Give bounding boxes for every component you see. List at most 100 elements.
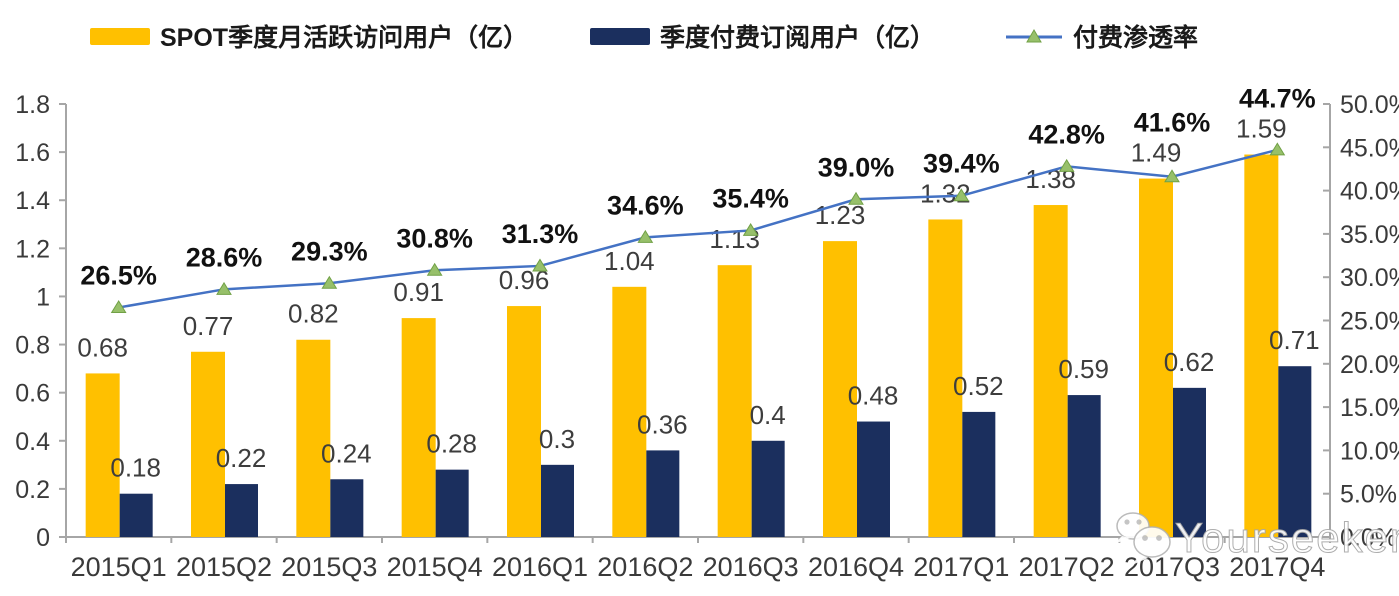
bar-mau-2017Q4 [1244, 154, 1279, 537]
bar-mau-2016Q1 [507, 306, 541, 537]
bar-subscribers-2017Q4 [1278, 366, 1312, 537]
mau-value-label: 0.82 [288, 299, 339, 329]
bar-subscribers-2016Q2 [646, 450, 680, 537]
left-axis-tick-label: 0.8 [15, 332, 50, 360]
bar-subscribers-2017Q1 [962, 411, 996, 537]
subscribers-value-label: 0.62 [1164, 347, 1215, 377]
right-axis-tick-label: 20.0% [1340, 351, 1399, 379]
mau-value-label: 0.91 [393, 277, 444, 307]
mau-legend-swatch [90, 27, 150, 45]
mau-value-label: 1.59 [1236, 114, 1287, 144]
penetration-percent-label: 39.0% [818, 152, 895, 182]
right-axis-tick-label: 0.0% [1340, 524, 1397, 552]
penetration-marker [742, 222, 759, 236]
mau-value-label: 0.68 [77, 332, 128, 362]
bar-mau-2015Q4 [401, 318, 436, 537]
right-axis-tick-label: 25.0% [1340, 308, 1399, 336]
subscribers-value-label: 0.22 [216, 443, 267, 473]
wechat-icon [1114, 512, 1171, 565]
bar-mau-2017Q2 [1033, 205, 1068, 538]
x-axis-category-label: 2015Q1 [71, 552, 167, 582]
x-axis-category-label: 2015Q3 [281, 552, 377, 582]
legend-item-mau: SPOT季度月活跃访问用户（亿） [90, 18, 528, 54]
x-axis-category-label: 2017Q2 [1019, 552, 1115, 582]
mau-value-label: 1.49 [1131, 138, 1182, 168]
right-axis-tick-label: 10.0% [1340, 437, 1399, 465]
penetration-marker [848, 191, 864, 205]
penetration-marker [216, 281, 232, 295]
penetration-percent-label: 30.8% [396, 223, 473, 253]
subscribers-value-label: 0.48 [848, 381, 899, 411]
left-axis-tick-label: 1.8 [15, 91, 50, 119]
left-axis-tick-label: 1 [36, 283, 50, 311]
bar-subscribers-2016Q1 [541, 464, 574, 537]
subscribers-value-label: 0.52 [953, 371, 1004, 401]
right-axis-tick-label: 45.0% [1340, 134, 1399, 162]
bar-mau-2015Q2 [191, 351, 225, 537]
penetration-percent-label: 34.6% [607, 190, 684, 220]
penetration-percent-label: 44.7% [1239, 84, 1316, 114]
bar-mau-2016Q2 [612, 286, 647, 537]
x-axis-category-label: 2015Q2 [176, 552, 272, 582]
penetration-percent-label: 31.3% [502, 219, 579, 249]
bar-subscribers-2016Q3 [751, 440, 785, 537]
right-axis-tick-label: 50.0% [1340, 91, 1399, 119]
penetration-marker [953, 188, 970, 202]
right-axis-tick-label: 5.0% [1340, 481, 1397, 509]
penetration-marker [321, 275, 338, 289]
x-axis-category-label: 2016Q1 [492, 552, 588, 582]
x-axis-category-label: 2016Q3 [703, 552, 799, 582]
penetration-marker [637, 229, 654, 243]
penetration-marker [532, 258, 548, 272]
subscribers-legend-label: 季度付费订阅用户（亿） [660, 24, 936, 52]
x-axis-category-label: 2017Q4 [1229, 552, 1325, 582]
subscribers-legend-swatch [590, 27, 650, 45]
left-axis-tick-label: 0.4 [15, 428, 50, 456]
bar-subscribers-2017Q2 [1067, 395, 1101, 537]
penetration-marker [1164, 169, 1180, 183]
mau-legend-label: SPOT季度月活跃访问用户（亿） [160, 24, 529, 52]
subscribers-value-label: 0.24 [321, 438, 372, 468]
left-axis-tick-label: 0.6 [15, 380, 50, 408]
mau-value-label: 0.77 [183, 311, 234, 341]
bar-mau-2016Q3 [717, 265, 752, 537]
x-axis-category-label: 2015Q4 [387, 552, 483, 582]
left-axis-tick-label: 0.2 [15, 476, 50, 504]
penetration-percent-label: 41.6% [1134, 108, 1211, 138]
penetration-marker [110, 300, 127, 314]
bar-subscribers-2017Q3 [1173, 387, 1206, 537]
bar-subscribers-2015Q2 [225, 484, 258, 537]
bar-mau-2015Q1 [85, 373, 120, 537]
bar-subscribers-2015Q3 [330, 479, 364, 537]
penetration-marker [426, 262, 443, 276]
left-axis-tick-label: 0 [36, 524, 50, 552]
penetration-percent-label: 39.4% [923, 148, 1000, 178]
penetration-legend-label: 付费渗透率 [1073, 24, 1199, 52]
x-axis-category-label: 2016Q4 [808, 552, 904, 582]
bar-mau-2015Q3 [296, 339, 331, 537]
watermark-text: Yourseeker [1175, 514, 1399, 561]
mau-value-label: 1.04 [604, 246, 655, 276]
subscribers-value-label: 0.36 [637, 409, 688, 439]
penetration-marker [1058, 158, 1075, 172]
left-axis-tick-label: 1.4 [15, 187, 50, 215]
penetration-percent-label: 28.6% [186, 242, 263, 272]
right-axis-tick-label: 30.0% [1340, 264, 1399, 292]
right-axis-tick-label: 40.0% [1340, 178, 1399, 206]
subscribers-value-label: 0.18 [110, 453, 161, 483]
right-axis-tick-label: 15.0% [1340, 394, 1399, 422]
penetration-percent-label: 42.8% [1028, 119, 1105, 149]
bar-subscribers-2015Q4 [435, 469, 469, 537]
penetration-line-marker-icon [1006, 29, 1062, 43]
left-axis-tick-label: 1.6 [15, 139, 50, 167]
bar-mau-2017Q3 [1139, 178, 1173, 538]
subscribers-value-label: 0.28 [426, 429, 477, 459]
x-axis-category-label: 2016Q2 [597, 552, 693, 582]
penetration-marker [1269, 142, 1286, 156]
penetration-percent-label: 26.5% [80, 261, 157, 291]
subscribers-value-label: 0.3 [539, 424, 575, 454]
subscribers-value-label: 0.59 [1058, 354, 1109, 384]
x-axis-category-label: 2017Q1 [913, 552, 1009, 582]
